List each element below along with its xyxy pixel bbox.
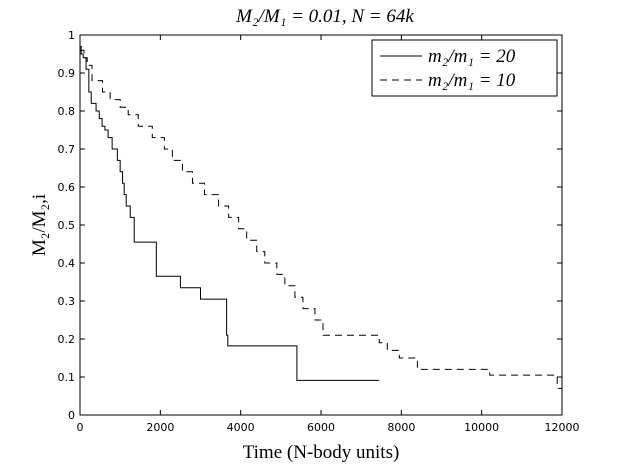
x-tick-label: 0 [77,421,84,434]
x-tick-label: 6000 [307,421,335,434]
legend-label-series-1: m₂/m₁ = 20 [428,46,516,67]
chart-title: M₂/M₁ = 0.01, N = 64k [235,6,414,27]
y-tick-label: 0.5 [58,219,76,232]
y-tick-label: 0.4 [58,257,76,270]
x-tick-label: 10000 [464,421,499,434]
y-tick-label: 0.9 [58,67,76,80]
y-tick-label: 0.6 [58,181,76,194]
series-line-2 [80,49,563,393]
y-tick-label: 0.7 [58,143,76,156]
y-tick-label: 0 [68,409,75,422]
y-tick-label: 0.8 [58,105,76,118]
x-tick-label: 2000 [146,421,174,434]
legend-label-series-2: m₂/m₁ = 10 [428,70,516,91]
x-tick-label: 4000 [227,421,255,434]
series-lines [80,45,563,393]
axis-ticks [79,34,563,416]
y-tick-label: 0.3 [58,295,76,308]
y-tick-label: 0.2 [58,333,76,346]
y-axis-label: M₂/M₂,i [29,194,50,256]
legend-box [371,39,558,97]
series-line-1 [80,45,380,381]
x-tick-label: 12000 [545,421,580,434]
legend: m₂/m₁ = 20 m₂/m₁ = 10 [371,39,558,97]
tick-labels: 0 2000 4000 6000 8000 10000 12000 0 0.1 0.2 0.3 0.4… [58,29,580,434]
x-axis-label: Time (N-body units) [243,442,400,463]
x-tick-label: 8000 [387,421,415,434]
y-tick-label: 1 [68,29,75,42]
y-tick-label: 0.1 [58,371,76,384]
